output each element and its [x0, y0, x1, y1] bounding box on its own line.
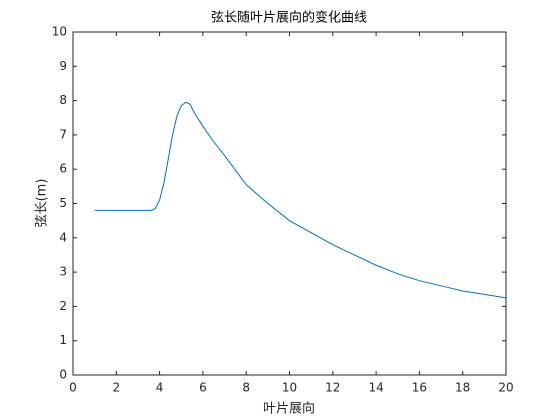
y-tick-label: 5: [59, 196, 67, 210]
chart-title: 弦长随叶片展向的变化曲线: [211, 10, 367, 26]
x-tick-label: 0: [69, 381, 77, 395]
y-tick-label: 1: [59, 333, 67, 347]
y-tick-label: 9: [59, 59, 67, 73]
x-tick-label: 4: [156, 381, 164, 395]
y-tick-label: 2: [59, 299, 67, 313]
x-tick-label: 8: [242, 381, 250, 395]
x-tick-label: 10: [282, 381, 297, 395]
y-tick-label: 10: [52, 25, 67, 39]
x-tick-label: 6: [199, 381, 207, 395]
y-tick-label: 7: [59, 127, 67, 141]
x-tick-label: 16: [412, 381, 427, 395]
axes-box: [72, 31, 507, 376]
x-tick-label: 20: [498, 381, 513, 395]
y-axis-label: 弦长(m): [34, 179, 50, 228]
x-tick-label: 12: [325, 381, 340, 395]
y-tick-label: 8: [59, 93, 67, 107]
x-axis-label: 叶片展向: [263, 401, 315, 417]
y-tick-label: 0: [59, 368, 67, 382]
y-tick-label: 6: [59, 162, 67, 176]
y-tick-label: 4: [59, 230, 67, 244]
y-tick-label: 3: [59, 265, 67, 279]
data-line: [94, 101, 507, 299]
x-tick-label: 14: [368, 381, 383, 395]
x-tick-label: 2: [112, 381, 120, 395]
x-tick-label: 18: [455, 381, 470, 395]
